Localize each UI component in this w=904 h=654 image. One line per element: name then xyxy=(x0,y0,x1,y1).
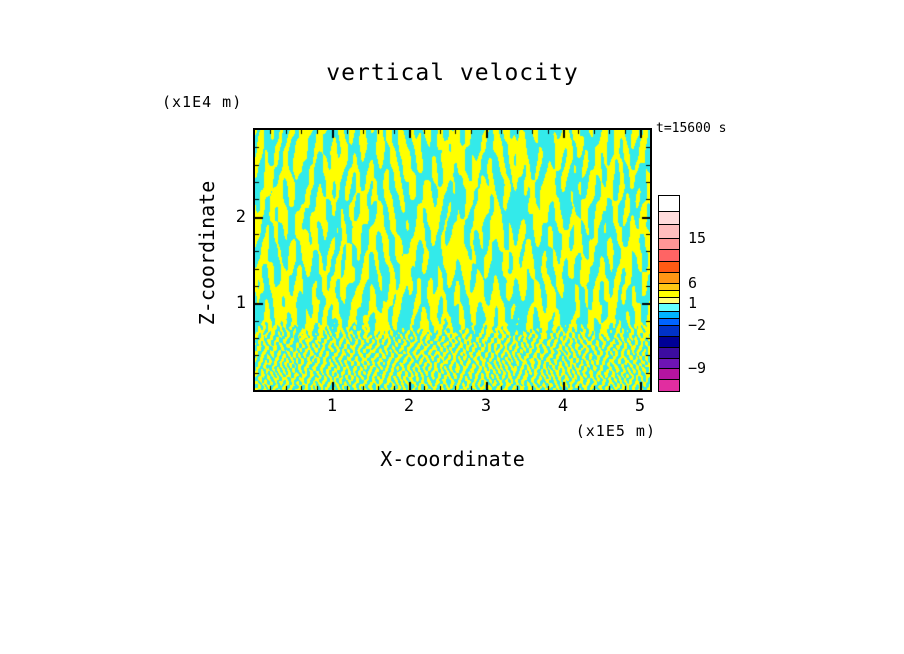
colorbar-segment xyxy=(659,326,679,337)
colorbar-segment xyxy=(659,380,679,391)
x-tick-label: 3 xyxy=(480,396,492,416)
colorbar-segment xyxy=(659,196,679,212)
colorbar-segment xyxy=(659,348,679,359)
z-tick-label: 1 xyxy=(235,293,246,314)
colorbar-tick-label: 6 xyxy=(688,274,698,292)
x-tick-label: 1 xyxy=(326,396,338,416)
colorbar xyxy=(658,195,680,392)
colorbar-segment xyxy=(659,312,679,319)
chart-title: vertical velocity xyxy=(326,60,579,86)
z-tick-label: 2 xyxy=(235,206,246,227)
colorbar-tick-label: 1 xyxy=(688,294,698,312)
colorbar-segment xyxy=(659,319,679,326)
colorbar-segment xyxy=(659,239,679,250)
x-axis-units-label: (x1E5 m) xyxy=(575,422,656,440)
heatmap-canvas xyxy=(255,130,650,390)
colorbar-segment xyxy=(659,212,679,225)
colorbar-segment xyxy=(659,359,679,369)
x-axis-title: X-coordinate xyxy=(380,447,525,471)
colorbar-segment xyxy=(659,262,679,273)
colorbar-segment xyxy=(659,225,679,239)
colorbar-segment xyxy=(659,284,679,291)
time-annotation: t=15600 s xyxy=(656,121,727,136)
plot-frame xyxy=(253,128,652,392)
x-tick-label: 5 xyxy=(634,396,646,416)
colorbar-tick-label: −9 xyxy=(688,359,707,377)
x-tick-label: 2 xyxy=(403,396,415,416)
x-tick-label: 4 xyxy=(557,396,569,416)
colorbar-segment xyxy=(659,250,679,262)
z-axis-title: Z-coordinate xyxy=(195,180,219,326)
colorbar-segment xyxy=(659,273,679,284)
colorbar-segment xyxy=(659,304,679,312)
z-axis-units-label: (x1E4 m) xyxy=(162,93,243,111)
colorbar-segment xyxy=(659,369,679,380)
colorbar-tick-label: 15 xyxy=(688,229,707,247)
colorbar-tick-label: −2 xyxy=(688,316,707,334)
colorbar-segment xyxy=(659,291,679,298)
colorbar-segment xyxy=(659,337,679,348)
colorbar-segment xyxy=(659,298,679,304)
